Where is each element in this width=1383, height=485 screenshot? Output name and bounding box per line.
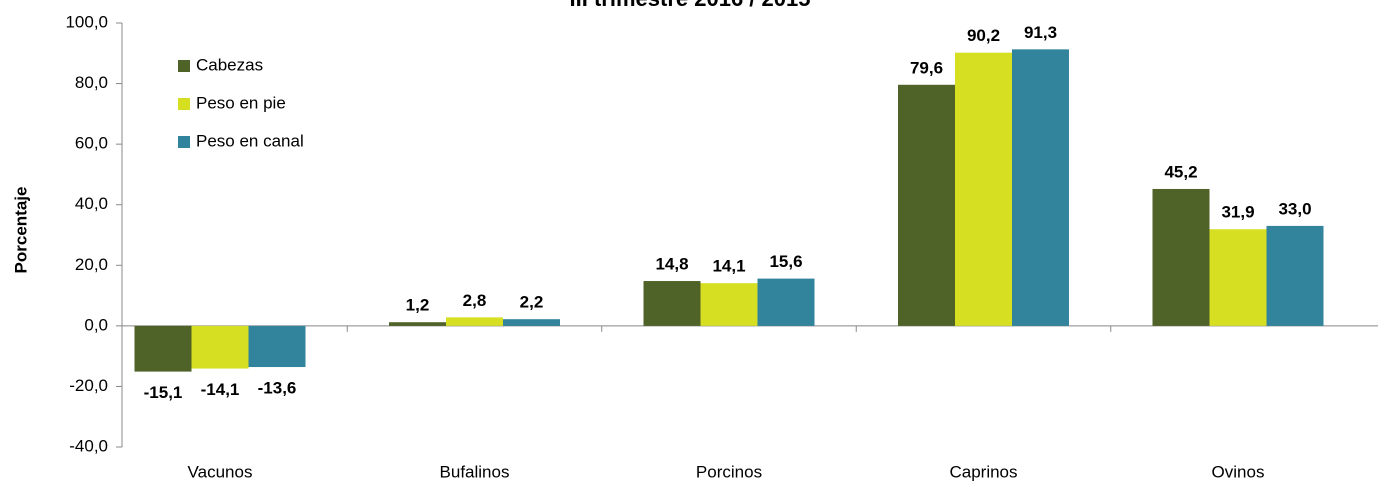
bar bbox=[955, 52, 1012, 326]
y-tick-label: 20,0 bbox=[75, 255, 108, 274]
bar bbox=[1209, 229, 1267, 326]
y-axis-label: Porcentaje bbox=[11, 187, 30, 274]
x-tick-label: Caprinos bbox=[949, 462, 1017, 481]
value-label: -13,6 bbox=[258, 379, 297, 398]
y-tick-label: 80,0 bbox=[75, 73, 108, 92]
legend-swatch bbox=[178, 60, 190, 72]
legend-label: Peso en canal bbox=[196, 131, 304, 150]
bar bbox=[134, 325, 192, 372]
value-label: 14,1 bbox=[712, 257, 745, 276]
value-label: 1,2 bbox=[406, 296, 430, 315]
value-label: 2,2 bbox=[520, 293, 544, 312]
bar bbox=[898, 84, 955, 326]
bar bbox=[248, 325, 306, 368]
value-label: -14,1 bbox=[201, 380, 240, 399]
bar bbox=[1266, 225, 1324, 326]
legend-swatch bbox=[178, 98, 190, 110]
bar bbox=[446, 317, 503, 326]
value-label: 90,2 bbox=[967, 26, 1000, 45]
x-tick-label: Vacunos bbox=[188, 462, 253, 481]
value-label: 45,2 bbox=[1164, 162, 1197, 181]
chart-title: III trimestre 2016 / 2015 bbox=[570, 0, 811, 11]
y-tick-label: 40,0 bbox=[75, 194, 108, 213]
x-tick-label: Porcinos bbox=[696, 462, 762, 481]
y-tick-label: 0,0 bbox=[84, 315, 108, 334]
bar bbox=[1012, 49, 1069, 326]
bar bbox=[503, 319, 560, 326]
legend-label: Peso en pie bbox=[196, 93, 286, 112]
value-label: 14,8 bbox=[655, 255, 688, 274]
bar bbox=[700, 283, 758, 326]
value-label: 79,6 bbox=[910, 58, 943, 77]
legend-label: Cabezas bbox=[196, 55, 263, 74]
bar bbox=[643, 281, 701, 326]
value-label: 31,9 bbox=[1221, 203, 1254, 222]
y-tick-label: -40,0 bbox=[69, 436, 108, 455]
value-label: 15,6 bbox=[769, 252, 802, 271]
bar bbox=[389, 322, 446, 326]
x-tick-label: Bufalinos bbox=[440, 462, 510, 481]
value-label: -15,1 bbox=[144, 383, 183, 402]
y-tick-label: 60,0 bbox=[75, 134, 108, 153]
y-tick-label: 100,0 bbox=[65, 12, 108, 31]
bar bbox=[1152, 188, 1210, 326]
value-label: 91,3 bbox=[1024, 23, 1057, 42]
value-label: 33,0 bbox=[1278, 199, 1311, 218]
x-tick-label: Ovinos bbox=[1212, 462, 1265, 481]
legend-swatch bbox=[178, 136, 190, 148]
y-tick-label: -20,0 bbox=[69, 376, 108, 395]
bar bbox=[757, 278, 815, 326]
bar bbox=[191, 325, 249, 369]
value-label: 2,8 bbox=[463, 291, 487, 310]
